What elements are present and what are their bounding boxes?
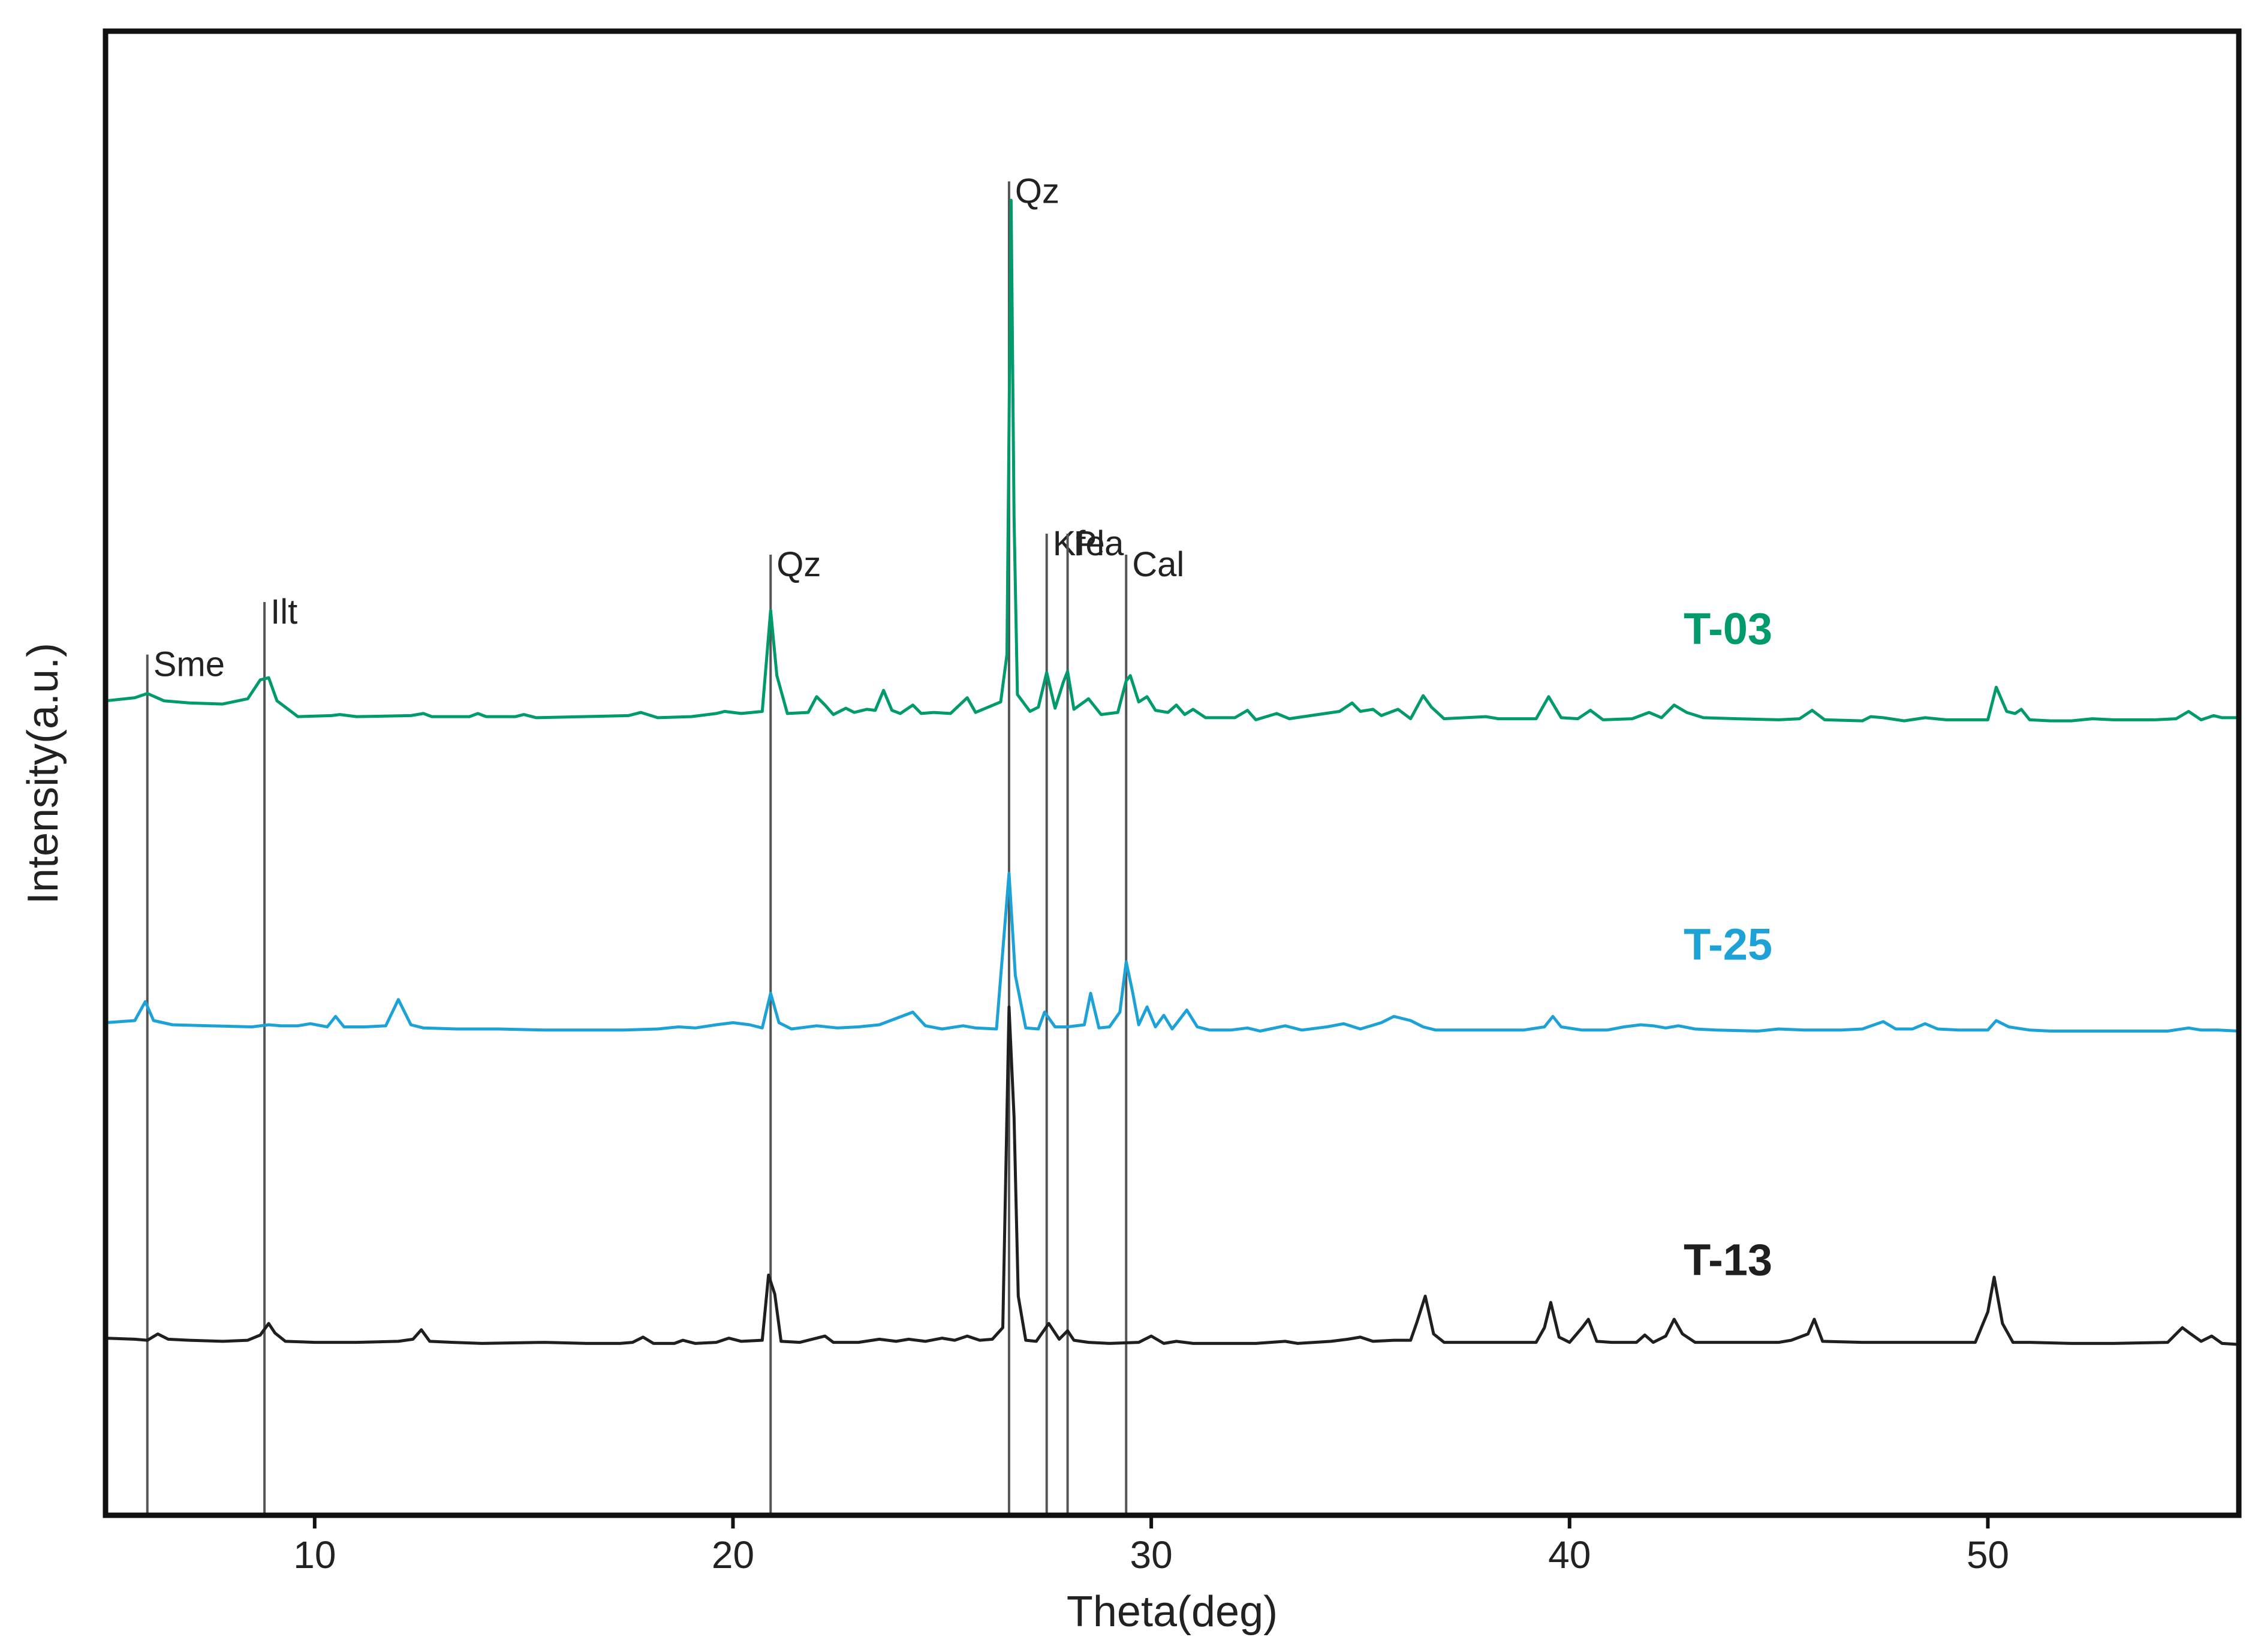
peak-label-pla: Pla <box>1074 524 1125 563</box>
x-tick-label: 40 <box>1548 1533 1591 1576</box>
series-label-t-13: T-13 <box>1684 1235 1772 1284</box>
peak-label-qz: Qz <box>776 545 821 584</box>
peak-label-qz: Qz <box>1015 171 1059 210</box>
series-line-t-25 <box>105 871 2239 1033</box>
y-axis-title: Intensity(a.u.) <box>19 643 67 904</box>
x-tick-label: 10 <box>293 1533 336 1576</box>
series-line-t-03 <box>105 198 2239 723</box>
x-tick-label: 50 <box>1967 1533 2009 1576</box>
x-axis-ticks: 10 20 30 40 50 <box>293 1515 2009 1576</box>
series-label-t-03: T-03 <box>1684 604 1772 654</box>
x-tick-label: 30 <box>1130 1533 1173 1576</box>
peak-label-kfe: Kfe <box>1053 524 1105 563</box>
peak-label-sme: Sme <box>153 645 225 684</box>
x-axis-title: Theta(deg) <box>1067 1588 1278 1636</box>
x-tick-label: 20 <box>712 1533 754 1576</box>
series-label-t-25: T-25 <box>1684 919 1772 969</box>
peak-label-ilt: Ilt <box>270 592 297 631</box>
series-lines <box>105 198 2239 1346</box>
peak-label-cal: Cal <box>1132 545 1184 584</box>
series-labels: T-03 T-25 T-13 <box>1684 604 1772 1284</box>
series-line-t-13 <box>105 1005 2239 1346</box>
plot-frame <box>103 28 2242 1518</box>
